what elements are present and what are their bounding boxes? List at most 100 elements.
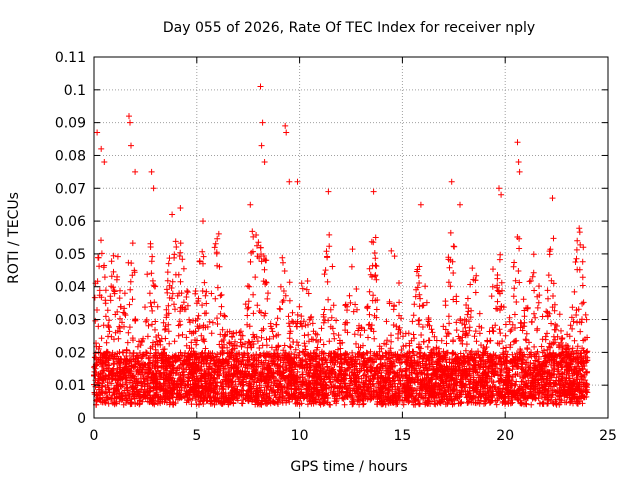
data-point — [326, 231, 333, 238]
data-point — [270, 333, 277, 340]
data-point — [298, 280, 305, 287]
data-point — [234, 374, 241, 381]
data-point — [120, 359, 127, 366]
data-point — [144, 271, 151, 278]
data-point — [116, 295, 123, 302]
data-point — [104, 394, 111, 401]
data-point — [258, 359, 265, 366]
data-point — [399, 388, 406, 395]
data-point — [512, 277, 519, 284]
data-point — [168, 385, 175, 392]
data-point — [116, 390, 123, 397]
data-point — [531, 343, 538, 350]
data-point — [453, 293, 460, 300]
data-point — [450, 386, 457, 392]
data-point — [172, 358, 179, 365]
data-point — [523, 330, 530, 337]
data-point — [255, 239, 262, 246]
data-point — [133, 386, 140, 393]
data-point — [348, 263, 355, 270]
data-point — [366, 288, 373, 295]
data-point — [302, 343, 308, 350]
data-point — [162, 323, 169, 330]
data-point — [150, 379, 156, 386]
data-point — [308, 336, 315, 343]
data-point — [405, 385, 411, 392]
data-point — [462, 331, 469, 338]
data-point — [497, 372, 504, 379]
data-point — [282, 349, 289, 356]
data-point — [303, 286, 310, 293]
data-point — [153, 334, 160, 340]
data-point — [563, 372, 570, 378]
data-point — [128, 358, 135, 365]
data-point — [393, 397, 400, 404]
data-point — [122, 379, 129, 386]
data-point — [427, 401, 434, 407]
data-point — [430, 394, 437, 400]
data-point — [473, 338, 480, 345]
data-point — [417, 400, 423, 407]
data-point — [546, 251, 553, 258]
data-point — [384, 389, 391, 396]
data-point — [158, 350, 165, 357]
data-point — [110, 268, 117, 275]
data-point — [453, 327, 460, 334]
data-point — [549, 387, 556, 394]
data-point — [167, 362, 173, 368]
data-point — [502, 321, 509, 328]
data-point — [180, 265, 187, 272]
data-point — [450, 365, 457, 372]
data-point — [424, 343, 431, 350]
data-point — [154, 341, 161, 348]
data-point — [409, 348, 416, 355]
data-point — [377, 356, 384, 363]
data-point — [174, 292, 181, 299]
data-point — [394, 351, 401, 358]
data-point — [432, 380, 439, 387]
data-point — [359, 397, 366, 404]
data-point — [160, 319, 167, 326]
data-point — [222, 369, 229, 376]
data-point — [565, 375, 572, 382]
data-point — [459, 320, 466, 327]
data-point — [540, 390, 547, 396]
data-point — [565, 354, 572, 360]
data-point — [509, 389, 516, 396]
data-point — [200, 360, 207, 367]
data-point — [350, 308, 357, 315]
data-point — [106, 328, 113, 335]
data-point — [409, 318, 416, 325]
data-point — [553, 323, 560, 329]
data-point — [180, 299, 187, 306]
data-point — [548, 320, 555, 327]
data-point — [467, 350, 474, 356]
data-point — [200, 253, 207, 260]
data-point — [571, 288, 578, 295]
data-point — [195, 298, 202, 304]
data-point — [235, 358, 242, 365]
data-point — [373, 306, 380, 313]
data-point — [364, 367, 371, 374]
data-point — [421, 351, 428, 358]
data-point — [192, 394, 199, 401]
data-point — [467, 366, 474, 373]
data-point — [542, 386, 549, 393]
data-point — [390, 378, 397, 385]
data-point — [196, 323, 203, 330]
data-point — [494, 275, 501, 282]
data-point — [534, 304, 541, 311]
data-point — [125, 329, 132, 336]
data-point — [459, 334, 466, 341]
data-point — [345, 365, 352, 372]
data-point — [217, 310, 224, 317]
data-point — [429, 363, 436, 370]
data-point — [212, 240, 219, 247]
data-point — [208, 354, 215, 361]
data-point — [188, 330, 195, 337]
data-point — [126, 301, 133, 308]
data-point — [279, 254, 286, 261]
data-point — [180, 365, 187, 372]
data-point — [177, 249, 184, 256]
data-point — [214, 375, 220, 382]
